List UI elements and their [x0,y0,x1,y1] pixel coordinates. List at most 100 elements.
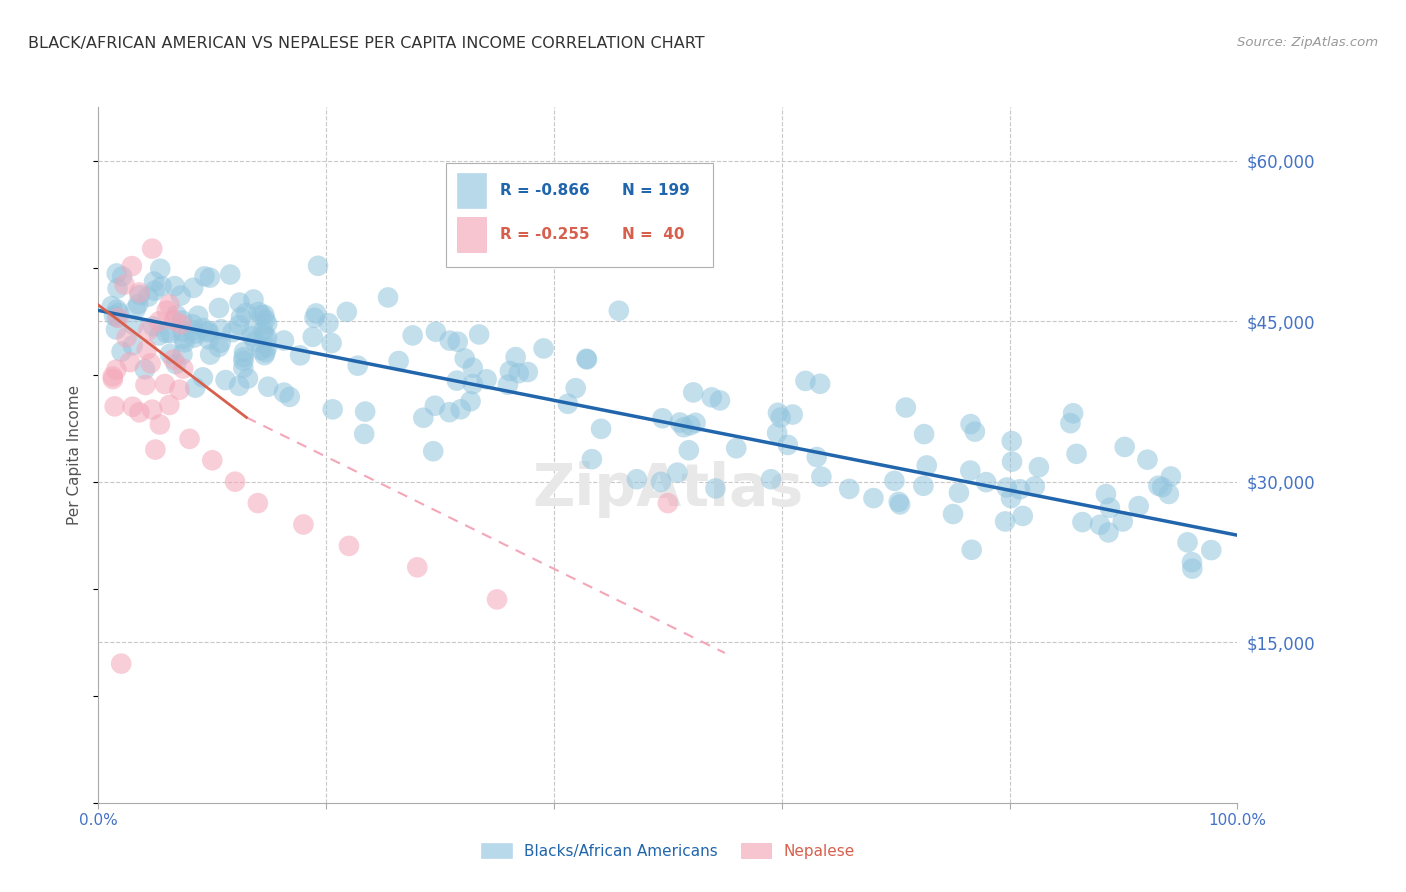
Point [256,340,278,354]
Point [107,310,129,325]
Point [156,303,179,318]
Point [1098,500,1121,515]
Point [184,381,207,395]
Point [766,406,789,420]
Text: N =  40: N = 40 [623,227,685,242]
Point [948,485,970,500]
Point [121,400,143,414]
Point [486,592,509,607]
Point [148,328,170,343]
Point [626,472,648,486]
Point [197,324,219,338]
Point [110,657,132,671]
Point [1001,434,1024,449]
Point [104,322,127,336]
Point [228,379,250,393]
Point [166,308,188,322]
Point [100,299,122,313]
Point [104,400,127,414]
Point [346,359,368,373]
Point [461,377,484,392]
Point [141,402,163,417]
Point [337,539,360,553]
Point [253,348,276,362]
Point [111,269,134,284]
Point [1062,406,1084,420]
Point [201,453,224,467]
Point [794,374,817,388]
Point [1095,487,1118,501]
Point [159,326,181,341]
Point [995,481,1018,495]
Point [1059,416,1081,430]
Point [353,427,375,442]
Text: BLACK/AFRICAN AMERICAN VS NEPALESE PER CAPITA INCOME CORRELATION CHART: BLACK/AFRICAN AMERICAN VS NEPALESE PER C… [28,36,704,51]
Point [1071,515,1094,529]
Point [505,350,527,364]
Point [672,420,695,434]
Point [273,334,295,348]
Point [679,418,702,433]
Point [682,385,704,400]
Point [669,416,692,430]
Point [769,410,792,425]
Point [105,362,128,376]
Point [253,308,276,322]
Point [232,354,254,368]
Point [1181,562,1204,576]
Point [173,335,195,350]
Point [1128,499,1150,513]
Point [1066,447,1088,461]
Point [254,312,277,326]
Point [219,268,242,282]
Point [468,327,491,342]
Point [1000,491,1022,505]
Point [657,496,679,510]
Point [650,475,672,489]
Point [288,348,311,362]
Point [1147,479,1170,493]
Point [704,482,727,496]
Point [181,324,204,338]
Point [224,475,246,489]
Point [172,325,194,339]
Point [253,328,276,343]
Point [153,377,176,392]
Point [187,309,209,323]
Point [121,259,143,273]
Point [228,318,250,332]
Point [915,458,938,473]
Point [232,360,254,375]
Point [235,306,257,320]
Point [101,372,124,386]
Point [128,285,150,300]
Point [173,332,195,346]
Text: ZipAtlas: ZipAtlas [533,461,803,518]
Point [1097,525,1119,540]
Point [193,269,215,284]
Point [149,261,172,276]
Point [305,306,328,320]
Point [254,345,277,359]
Point [808,376,831,391]
Point [169,383,191,397]
Point [157,398,180,412]
Text: R = -0.255: R = -0.255 [501,227,591,242]
Point [183,331,205,345]
Point [575,351,598,366]
Point [134,378,156,392]
Point [107,306,129,320]
Point [145,442,167,457]
Point [236,371,259,385]
Point [148,314,170,328]
Point [412,410,434,425]
Point [318,316,340,330]
Point [198,270,221,285]
Point [221,325,243,339]
Point [838,482,860,496]
Point [149,417,172,432]
Point [301,330,323,344]
Point [475,372,498,386]
Point [229,310,252,325]
Point [243,334,266,349]
